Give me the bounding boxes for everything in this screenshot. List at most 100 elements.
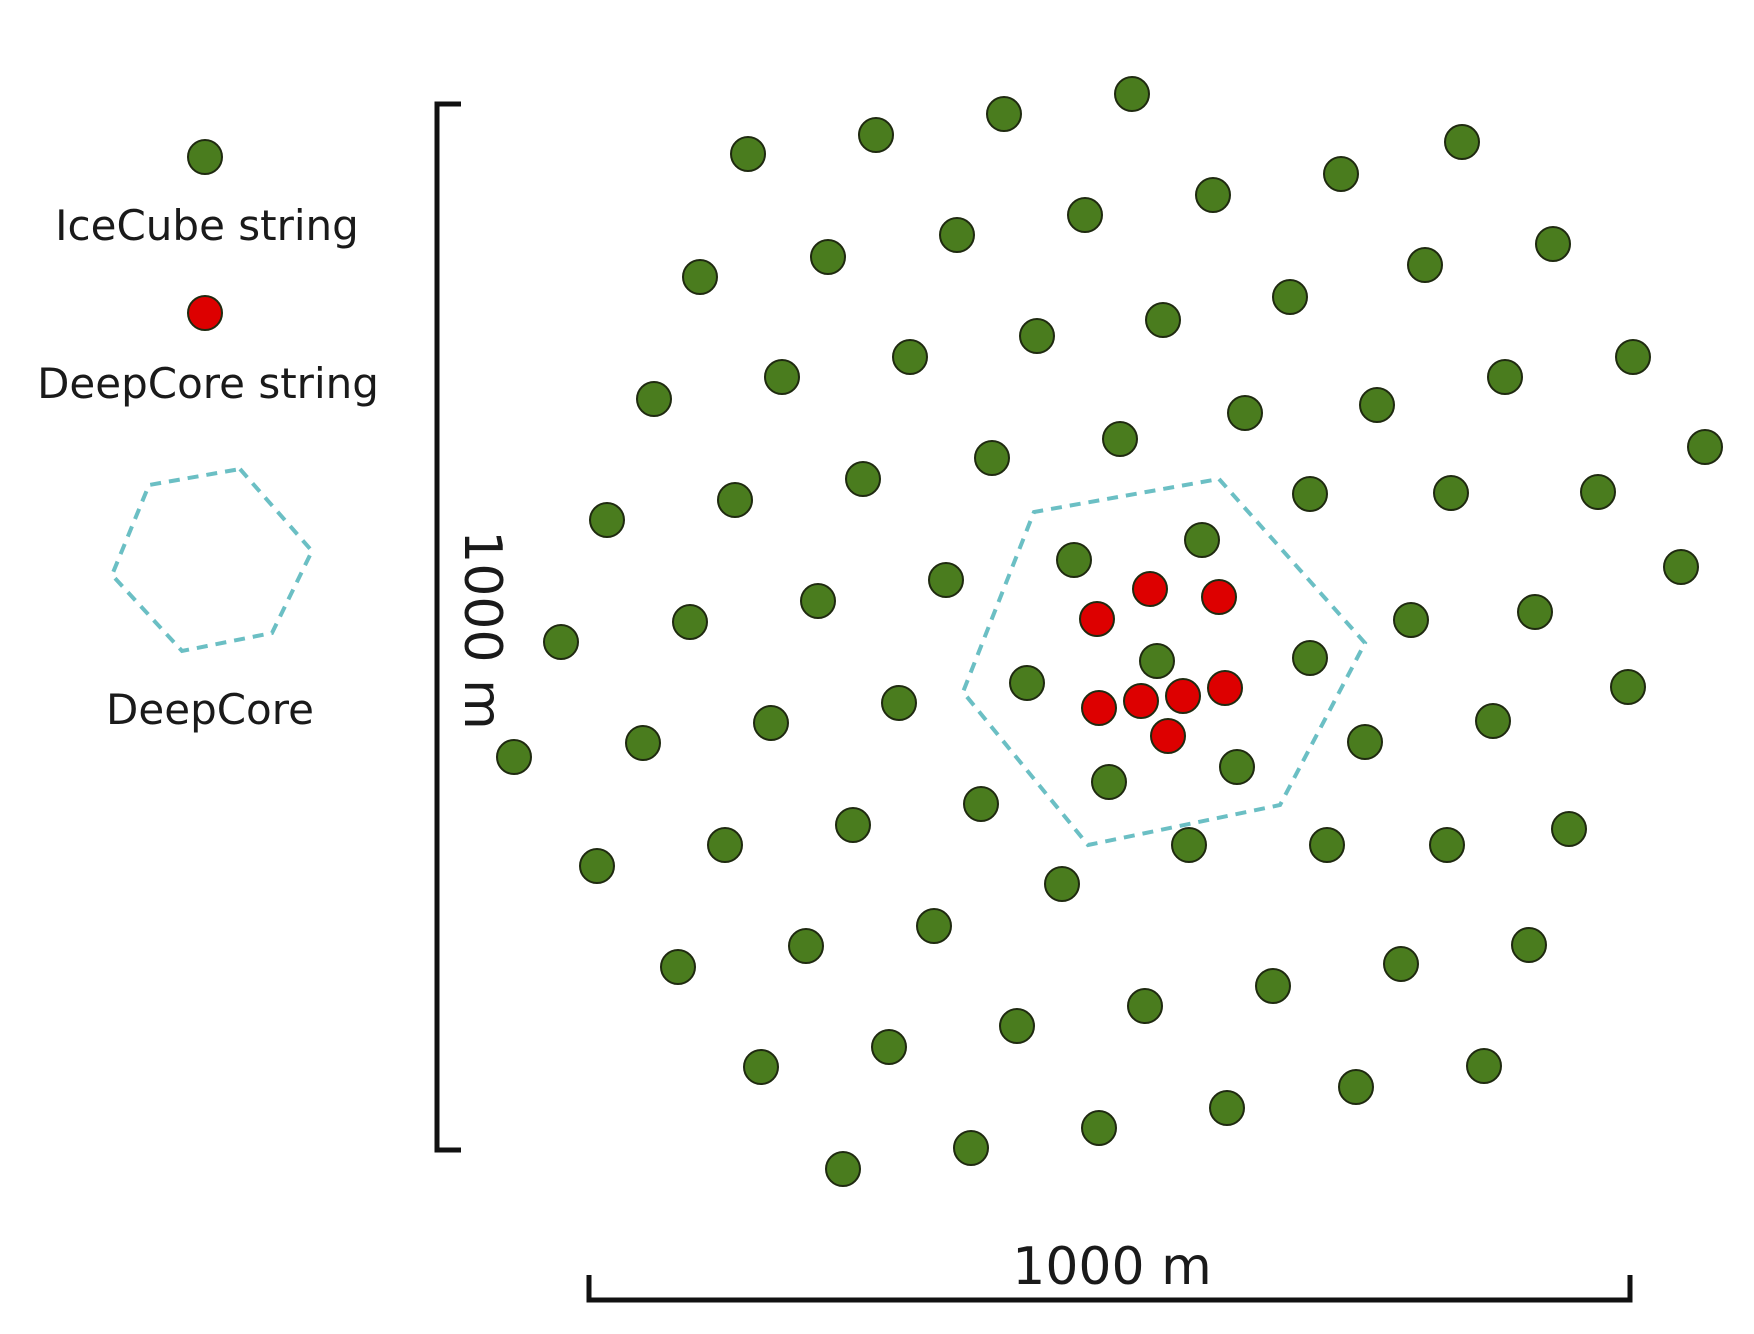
icecube-string-35 [928, 562, 964, 598]
icecube-string-73 [1466, 1048, 1502, 1084]
icecube-string-14 [1272, 279, 1308, 315]
icecube-string-33 [1184, 522, 1220, 558]
icecube-string-43 [1139, 643, 1175, 679]
icecube-string-60 [1309, 827, 1345, 863]
deepcore-string-7 [1081, 690, 1117, 726]
icecube-string-67 [1383, 946, 1419, 982]
icecube-string-52 [1219, 749, 1255, 785]
icecube-string-15 [1145, 302, 1181, 338]
icecube-string-20 [1615, 339, 1651, 375]
icecube-string-11 [810, 239, 846, 275]
icecube-string-9 [939, 217, 975, 253]
icecube-string-57 [579, 848, 615, 884]
icecube-string-23 [1227, 395, 1263, 431]
icecube-string-25 [589, 502, 625, 538]
icecube-string-16 [1019, 318, 1055, 354]
icecube-string-22 [1359, 387, 1395, 423]
icecube-string-72 [743, 1049, 779, 1085]
icecube-string-17 [636, 381, 672, 417]
icecube-string-4 [986, 96, 1022, 132]
icecube-string-10 [682, 259, 718, 295]
deepcore-string-2 [1201, 579, 1237, 615]
icecube-strings [496, 76, 1723, 1187]
horizontal-scale-bar: 1000 m [586, 1237, 1633, 1303]
icecube-string-44 [1009, 665, 1045, 701]
icecube-string-61 [1171, 827, 1207, 863]
icecube-string-45 [881, 685, 917, 721]
legend-deepcore-hexagon [109, 466, 315, 654]
icecube-string-78 [825, 1151, 861, 1187]
icecube-string-63 [916, 908, 952, 944]
icecube-string-21 [1487, 359, 1523, 395]
icecube-string-3 [858, 117, 894, 153]
vertical-scale-bar: 1000 m [434, 101, 512, 1153]
icecube-string-27 [845, 461, 881, 497]
legend-icecube-label: IceCube string [55, 201, 359, 250]
icecube-string-58 [1551, 811, 1587, 847]
deepcore-region-hexagon [960, 476, 1368, 848]
icecube-string-65 [660, 949, 696, 985]
deepcore-string-1 [1132, 571, 1168, 607]
icecube-string-32 [1292, 476, 1328, 512]
icecube-string-40 [1517, 594, 1553, 630]
icecube-string-6 [1323, 156, 1359, 192]
icecube-string-42 [1292, 640, 1328, 676]
icecube-string-50 [1475, 703, 1511, 739]
icecube-string-36 [800, 583, 836, 619]
icecube-string-19 [892, 339, 928, 375]
icecube-string-66 [1511, 927, 1547, 963]
icecube-string-56 [707, 827, 743, 863]
deepcore-string-4 [1207, 670, 1243, 706]
icecube-string-1 [1114, 76, 1150, 112]
deepcore-string-8 [1150, 718, 1186, 754]
icecube-string-47 [625, 725, 661, 761]
icecube-string-24 [1102, 421, 1138, 457]
deepcore-string-6 [1123, 683, 1159, 719]
legend: IceCube string DeepCore string DeepCore [37, 139, 379, 734]
icecube-string-76 [1081, 1110, 1117, 1146]
icecube-string-31 [1433, 475, 1469, 511]
icecube-string-75 [1209, 1090, 1245, 1126]
icecube-string-39 [1663, 549, 1699, 585]
icecube-string-7 [1195, 177, 1231, 213]
icecube-string-68 [1255, 968, 1291, 1004]
icecube-string-62 [1044, 866, 1080, 902]
icecube-string-55 [835, 807, 871, 843]
horizontal-scale-label: 1000 m [1012, 1237, 1212, 1297]
icecube-string-59 [1429, 827, 1465, 863]
icecube-string-37 [672, 604, 708, 640]
icecube-string-5 [1444, 124, 1480, 160]
icecube-string-30 [1580, 474, 1616, 510]
legend-icecube-marker [187, 139, 223, 175]
icecube-string-69 [1127, 988, 1163, 1024]
icecube-string-41 [1393, 602, 1429, 638]
deepcore-string-5 [1165, 678, 1201, 714]
icecube-string-54 [963, 786, 999, 822]
icecube-string-12 [1407, 247, 1443, 283]
icecube-string-28 [974, 440, 1010, 476]
deepcore-strings [1079, 571, 1243, 754]
icecube-string-34 [1056, 542, 1092, 578]
icecube-string-64 [788, 928, 824, 964]
icecube-string-8 [1067, 197, 1103, 233]
icecube-string-13 [1535, 226, 1571, 262]
icecube-string-53 [1091, 764, 1127, 800]
deepcore-string-3 [1079, 601, 1115, 637]
icecube-string-26 [717, 482, 753, 518]
icecube-string-70 [999, 1008, 1035, 1044]
legend-deepcore-string-marker [187, 295, 223, 331]
vertical-scale-label: 1000 m [452, 530, 512, 730]
icecube-string-18 [764, 359, 800, 395]
icecube-string-2 [730, 136, 766, 172]
icecube-string-74 [1338, 1069, 1374, 1105]
legend-deepcore-string-label: DeepCore string [37, 359, 379, 408]
icecube-string-46 [753, 705, 789, 741]
icecube-string-71 [871, 1029, 907, 1065]
icecube-string-29 [1687, 429, 1723, 465]
icecube-string-38 [543, 624, 579, 660]
icecube-string-48 [496, 739, 532, 775]
icecube-string-49 [1610, 669, 1646, 705]
icecube-string-77 [953, 1130, 989, 1166]
icecube-string-51 [1347, 724, 1383, 760]
